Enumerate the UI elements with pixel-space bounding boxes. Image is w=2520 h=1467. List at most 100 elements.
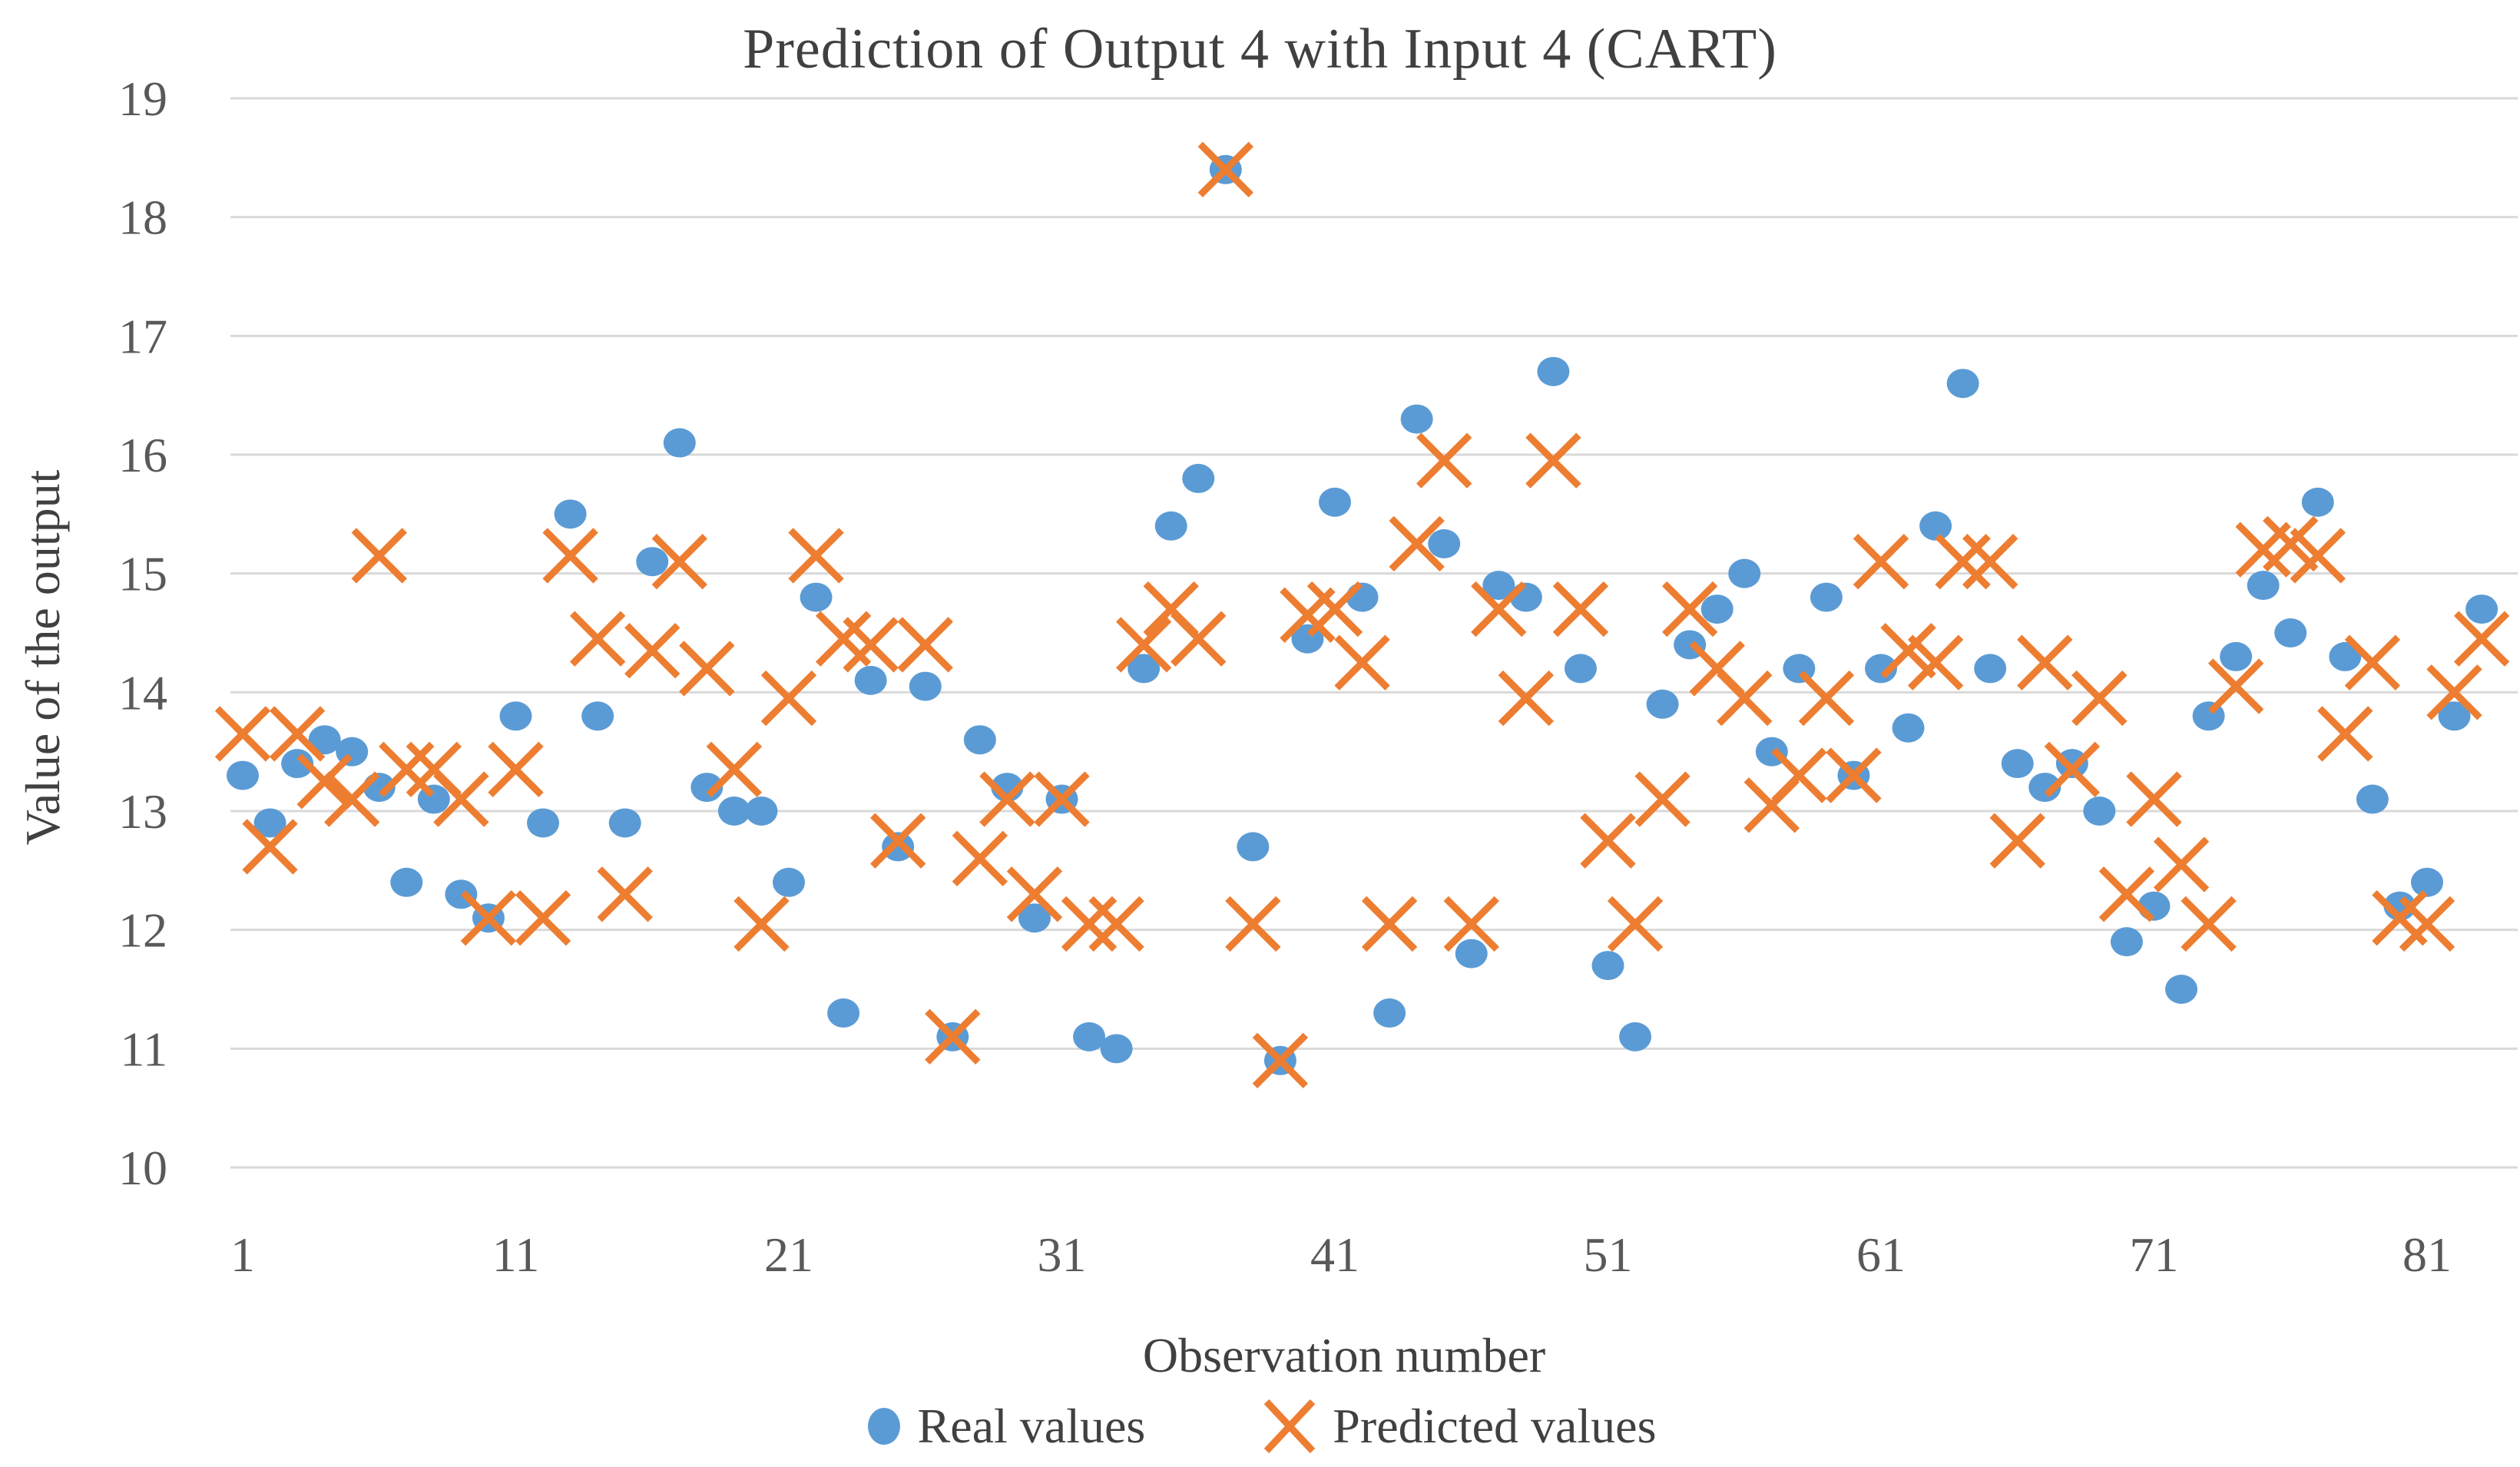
real-value-point: [1237, 832, 1270, 862]
real-value-point: [2438, 701, 2471, 731]
predicted-value-point: [651, 534, 707, 590]
predicted-values-x-icon: [1264, 1399, 1316, 1454]
real-value-point: [1073, 1022, 1106, 1051]
predicted-value-point: [1006, 866, 1063, 922]
real-value-point: [2110, 927, 2143, 957]
predicted-value-point: [1498, 670, 1555, 727]
legend-label-real: Real values: [917, 1399, 1146, 1453]
x-tick-label: 21: [764, 1227, 813, 1282]
predicted-value-point: [1171, 611, 1227, 667]
predicted-value-point: [1580, 813, 1636, 869]
predicted-value-point: [1962, 534, 2018, 590]
real-value-point: [2220, 641, 2253, 671]
real-value-point: [663, 428, 696, 458]
legend-item-real: Real values: [864, 1398, 1146, 1455]
predicted-value-point: [624, 623, 680, 679]
predicted-value-point: [1607, 896, 1664, 952]
real-value-point: [1946, 369, 1979, 399]
x-tick-label: 1: [230, 1227, 255, 1282]
predicted-value-point: [2153, 836, 2210, 892]
predicted-value-point: [1443, 896, 1499, 952]
real-value-point: [2028, 773, 2061, 803]
real-value-point: [1154, 511, 1187, 541]
predicted-value-point: [324, 771, 380, 827]
predicted-value-point: [460, 890, 517, 946]
legend: Real values Predicted values: [0, 1392, 2520, 1461]
y-tick-label: 13: [118, 784, 167, 839]
predicted-value-point: [2263, 515, 2319, 572]
x-tick-label: 31: [1038, 1227, 1087, 1282]
real-value-point: [2465, 594, 2498, 624]
predicted-value-point: [1115, 617, 1172, 673]
y-tick-label: 11: [120, 1022, 167, 1076]
real-value-point: [1128, 654, 1161, 684]
y-tick-label: 16: [118, 428, 167, 482]
real-value-point: [281, 749, 314, 779]
real-value-point: [2274, 618, 2307, 647]
real-value-point: [581, 701, 614, 731]
real-value-point: [227, 760, 259, 790]
predicted-value-point: [379, 741, 435, 798]
real-value-point: [1974, 654, 2007, 684]
real-value-point: [1537, 356, 1570, 386]
real-value-point: [1428, 529, 1461, 558]
predicted-value-point: [1880, 623, 1936, 679]
predicted-value-point: [2044, 741, 2101, 798]
predicted-value-point: [2017, 634, 2073, 690]
real-value-point: [1455, 939, 1488, 969]
real-value-point: [2055, 749, 2088, 779]
predicted-value-point: [1034, 771, 1090, 827]
real-value-point: [1482, 571, 1515, 601]
x-tick-label: 51: [1584, 1227, 1633, 1282]
real-value-point: [1564, 654, 1597, 684]
predicted-value-point: [760, 670, 817, 727]
predicted-value-point: [679, 641, 735, 697]
real-values-dot-icon: [867, 1408, 900, 1445]
real-value-point: [1810, 582, 1843, 612]
real-value-point: [882, 832, 915, 862]
real-value-point: [2356, 784, 2389, 814]
predicted-value-point: [1197, 141, 1253, 197]
legend-label-predicted: Predicted values: [1333, 1399, 1657, 1453]
predicted-value-point: [1306, 581, 1363, 637]
real-value-point: [773, 867, 805, 897]
real-value-point: [2301, 487, 2334, 517]
predicted-value-point: [1935, 534, 1991, 590]
real-value-point: [2247, 571, 2280, 601]
real-value-point: [527, 808, 560, 838]
real-value-point: [827, 998, 860, 1028]
predicted-value-point: [870, 813, 926, 869]
predicted-value-point: [242, 819, 298, 875]
predicted-value-point: [1634, 771, 1690, 827]
real-value-point: [1100, 1034, 1133, 1064]
x-tick-label: 71: [2130, 1227, 2179, 1282]
y-tick-label: 17: [118, 309, 167, 363]
x-tick-label: 81: [2402, 1227, 2452, 1282]
predicted-value-point: [1389, 515, 1445, 572]
predicted-value-point: [1826, 747, 1882, 803]
real-value-point: [909, 671, 942, 701]
predicted-value-point: [788, 528, 844, 584]
y-tick-label: 12: [118, 903, 167, 958]
predicted-value-point: [1661, 581, 1718, 637]
real-value-point: [717, 796, 750, 826]
real-value-point: [636, 547, 669, 577]
real-value-point: [499, 701, 532, 731]
predicted-value-point: [843, 617, 899, 673]
real-value-point: [1018, 903, 1051, 933]
real-value-point: [2165, 975, 2198, 1004]
real-value-point: [1865, 654, 1897, 684]
real-value-point: [1400, 404, 1433, 434]
real-value-point: [2329, 641, 2362, 671]
y-tick-label: 15: [118, 547, 167, 601]
predicted-value-point: [488, 741, 544, 798]
predicted-value-point: [706, 741, 763, 798]
predicted-value-point: [296, 753, 353, 810]
real-value-point: [690, 773, 724, 803]
predicted-value-point: [597, 866, 653, 922]
predicted-value-point: [979, 771, 1035, 827]
real-value-point: [390, 867, 423, 897]
x-axis-title: Observation number: [1142, 1328, 1546, 1383]
x-tick-label: 41: [1310, 1227, 1359, 1282]
